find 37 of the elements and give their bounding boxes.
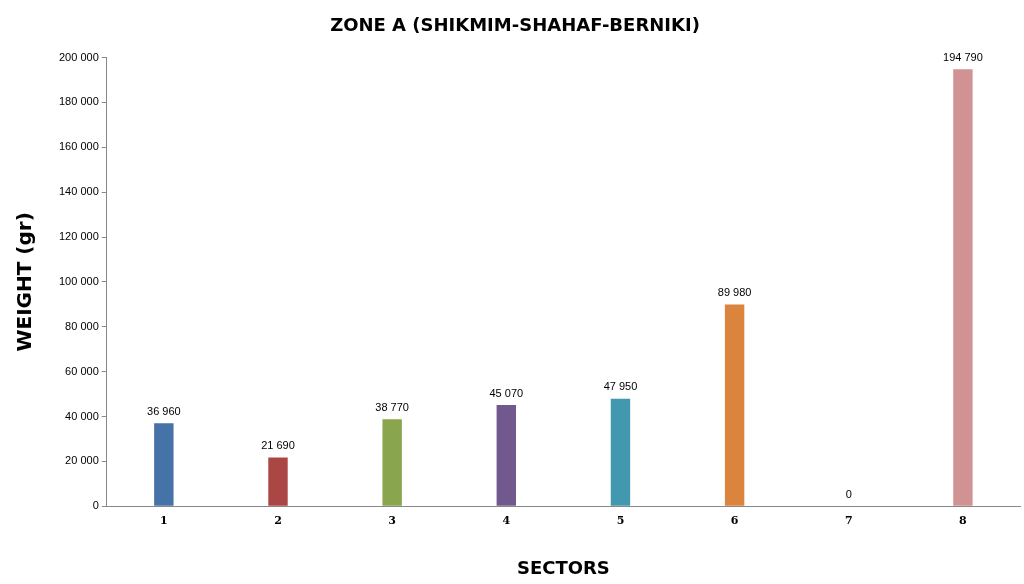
data-label: 89 980: [717, 285, 752, 298]
bar: [382, 419, 402, 506]
chart-title: ZONE A (SHIKMIM-SHAHAF-BERNIKI): [330, 14, 700, 36]
bar: [154, 423, 174, 506]
bar: [496, 405, 517, 506]
y-tick-label: 40 000: [65, 409, 99, 422]
data-label: 36 960: [147, 404, 181, 417]
x-axis-title: SECTORS: [516, 556, 610, 578]
x-tick-label: 4: [502, 513, 511, 527]
y-tick-label: 160 000: [59, 140, 99, 153]
x-tick-label: 7: [844, 513, 853, 527]
bar: [610, 398, 631, 506]
data-label: 45 070: [489, 386, 524, 399]
y-tick-label: 120 000: [59, 230, 99, 243]
y-tick-label: 20 000: [65, 454, 99, 467]
y-tick-label: 200 000: [59, 50, 99, 63]
x-tick-label: 1: [160, 513, 168, 527]
data-label: 47 950: [603, 380, 638, 393]
x-tick-label: 8: [959, 513, 968, 527]
y-tick-label: 60 000: [65, 364, 99, 377]
x-tick-label: 2: [274, 513, 282, 527]
data-label: 38 770: [375, 400, 409, 413]
y-axis-title: WEIGHT (gr): [12, 212, 37, 352]
y-tick-label: 0: [92, 499, 99, 512]
x-tick-label: 6: [730, 513, 739, 527]
data-label: 21 690: [261, 439, 295, 452]
y-tick-label: 140 000: [59, 185, 99, 198]
bar: [268, 457, 288, 506]
x-tick-label: 5: [616, 513, 625, 527]
y-tick-label: 80 000: [65, 319, 99, 332]
y-tick-label: 180 000: [59, 95, 99, 108]
data-label: 0: [845, 487, 852, 500]
bar: [953, 69, 973, 506]
bar: [724, 304, 745, 506]
y-tick-label: 100 000: [59, 274, 99, 287]
data-label: 194 790: [943, 50, 983, 63]
x-tick-label: 3: [388, 513, 396, 527]
